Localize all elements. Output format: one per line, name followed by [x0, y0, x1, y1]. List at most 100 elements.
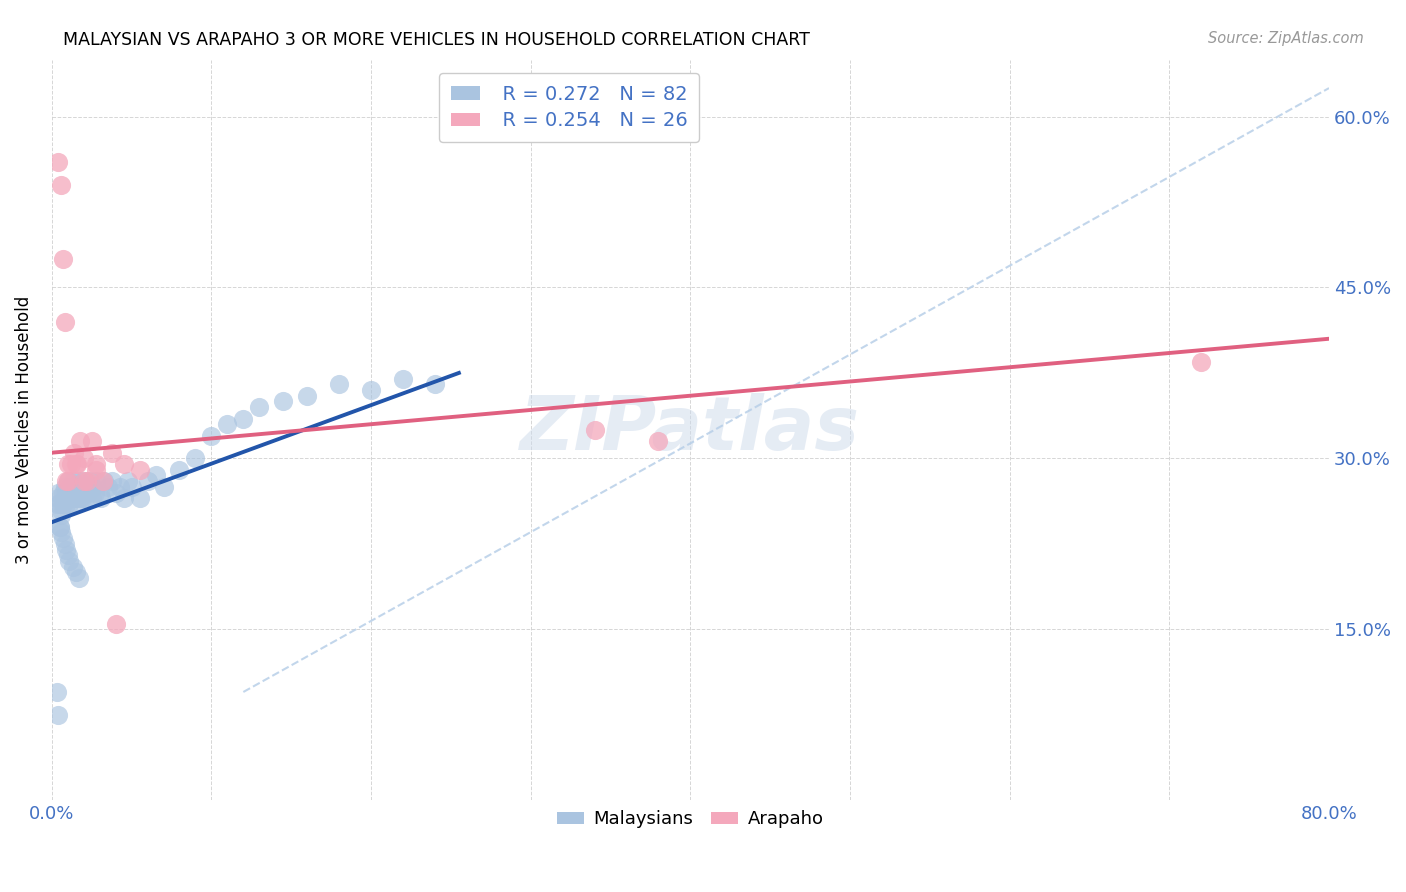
Point [52, 485, 75, 500]
Point [52, 252, 75, 266]
Point [66, 480, 89, 494]
Point [73, 480, 96, 494]
Point [93, 474, 115, 488]
Point [69, 491, 91, 506]
Point [58, 480, 80, 494]
Point [77, 485, 100, 500]
Point [583, 423, 606, 437]
Point [83, 485, 105, 500]
Point [51, 178, 73, 192]
Point [75, 491, 97, 506]
Point [69, 434, 91, 449]
Point [65, 485, 87, 500]
Point [55, 497, 77, 511]
Point [169, 463, 191, 477]
Point [101, 446, 124, 460]
Point [48, 497, 70, 511]
Point [90, 491, 112, 506]
Point [62, 485, 84, 500]
Point [86, 474, 108, 488]
Point [46, 707, 69, 722]
Point [63, 480, 86, 494]
Point [82, 480, 104, 494]
Point [73, 474, 96, 488]
Point [200, 428, 222, 442]
Point [63, 491, 86, 506]
Point [59, 485, 82, 500]
Point [53, 491, 76, 506]
Point [112, 457, 135, 471]
Point [70, 491, 93, 506]
Point [232, 411, 254, 425]
Point [66, 491, 89, 506]
Point [55, 485, 77, 500]
Point [46, 491, 69, 506]
Point [65, 566, 87, 580]
Point [55, 542, 77, 557]
Point [136, 474, 159, 488]
Point [110, 480, 132, 494]
Point [53, 537, 76, 551]
Point [53, 315, 76, 329]
Point [128, 463, 150, 477]
Point [423, 377, 446, 392]
Point [56, 548, 79, 562]
Point [128, 491, 150, 506]
Point [56, 457, 79, 471]
Y-axis label: 3 or more Vehicles in Household: 3 or more Vehicles in Household [15, 296, 32, 564]
Point [69, 480, 91, 494]
Point [121, 480, 143, 494]
Point [59, 491, 82, 506]
Point [46, 485, 69, 500]
Point [65, 497, 87, 511]
Point [51, 525, 73, 540]
Point [104, 485, 127, 500]
Point [1189, 354, 1212, 368]
Text: ZIPatlas: ZIPatlas [520, 393, 860, 467]
Point [247, 400, 270, 414]
Point [56, 485, 79, 500]
Point [647, 434, 669, 449]
Point [328, 377, 350, 392]
Point [62, 559, 84, 574]
Point [101, 474, 124, 488]
Point [55, 474, 77, 488]
Point [86, 463, 108, 477]
Point [52, 497, 75, 511]
Point [62, 474, 84, 488]
Point [67, 485, 90, 500]
Point [104, 616, 127, 631]
Point [73, 451, 96, 466]
Point [46, 155, 69, 169]
Point [360, 383, 382, 397]
Point [58, 497, 80, 511]
Point [45, 685, 67, 699]
Point [73, 474, 96, 488]
Point [217, 417, 239, 432]
Point [48, 520, 70, 534]
Point [271, 394, 294, 409]
Text: Source: ZipAtlas.com: Source: ZipAtlas.com [1208, 31, 1364, 46]
Point [295, 389, 318, 403]
Legend: Malaysians, Arapaho: Malaysians, Arapaho [550, 803, 831, 836]
Point [70, 485, 93, 500]
Point [63, 446, 86, 460]
Point [117, 474, 139, 488]
Point [89, 485, 111, 500]
Point [79, 474, 101, 488]
Text: MALAYSIAN VS ARAPAHO 3 OR MORE VEHICLES IN HOUSEHOLD CORRELATION CHART: MALAYSIAN VS ARAPAHO 3 OR MORE VEHICLES … [63, 31, 810, 49]
Point [53, 480, 76, 494]
Point [67, 571, 90, 585]
Point [76, 480, 98, 494]
Point [97, 480, 120, 494]
Point [80, 434, 103, 449]
Point [52, 531, 75, 545]
Point [145, 468, 167, 483]
Point [58, 554, 80, 568]
Point [184, 451, 207, 466]
Point [56, 474, 79, 488]
Point [152, 480, 174, 494]
Point [65, 457, 87, 471]
Point [86, 457, 108, 471]
Point [56, 491, 79, 506]
